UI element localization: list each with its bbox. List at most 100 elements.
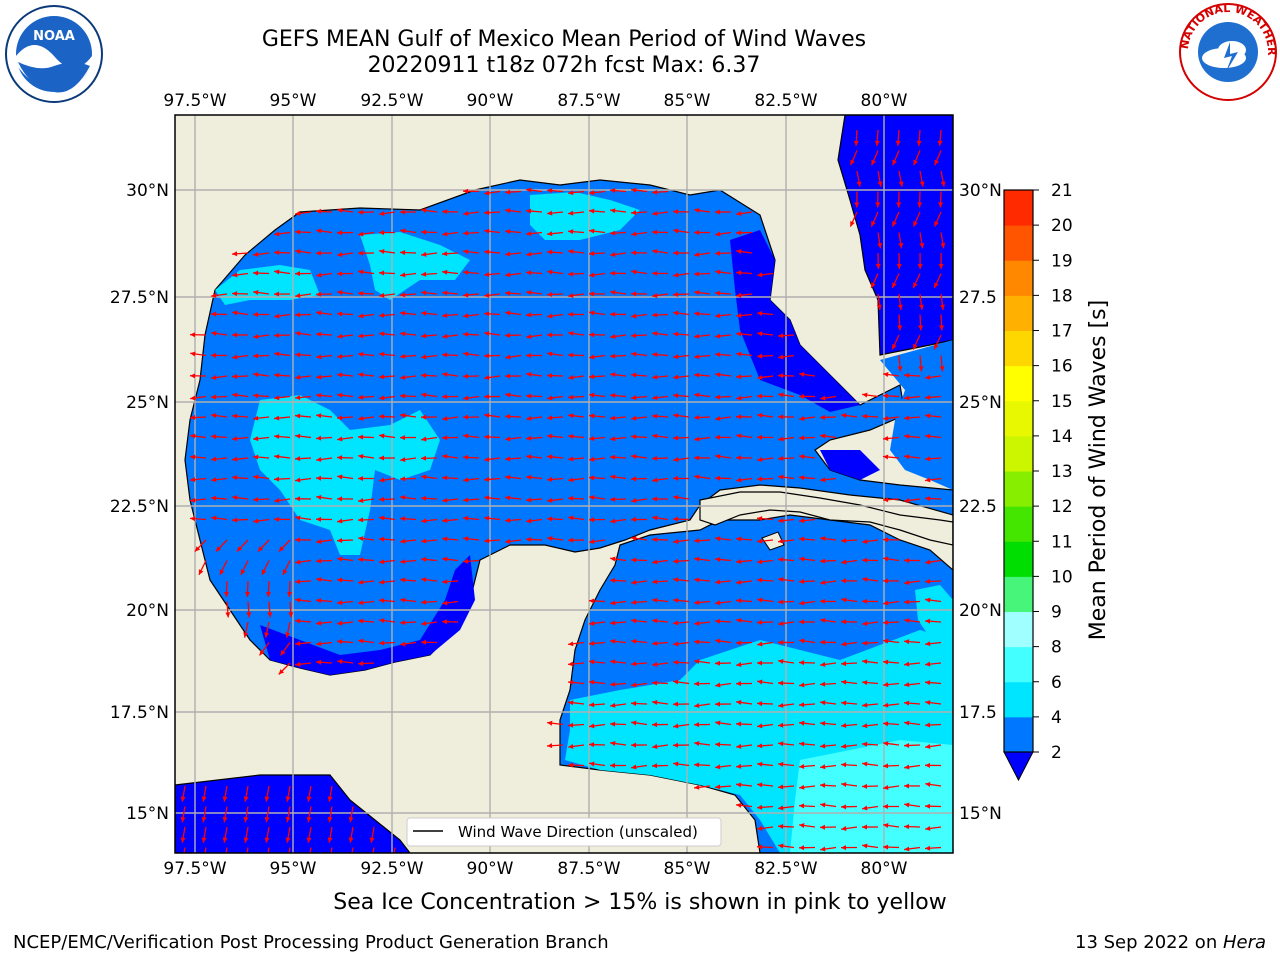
bahamas-water	[880, 340, 953, 490]
wave-direction-arrow	[211, 330, 228, 336]
wave-direction-arrow	[526, 208, 543, 214]
wave-direction-arrow	[224, 580, 230, 598]
wave-direction-arrow	[735, 270, 753, 276]
wave-direction-arrow	[463, 477, 480, 483]
wave-direction-arrow	[210, 352, 228, 358]
wave-direction-arrow	[672, 435, 690, 441]
wave-direction-arrow	[862, 392, 879, 398]
wave-direction-arrow	[259, 642, 270, 656]
wave-direction-arrow	[505, 392, 522, 398]
wave-direction-arrow	[924, 845, 942, 851]
wave-direction-arrow	[306, 785, 312, 802]
wave-direction-arrow	[924, 496, 942, 502]
wave-direction-arrow	[841, 723, 858, 729]
wave-direction-arrow	[327, 826, 333, 843]
wave-direction-arrow	[358, 454, 375, 459]
wave-direction-arrow	[484, 190, 501, 196]
wave-direction-arrow	[757, 374, 774, 380]
wave-direction-arrow	[693, 311, 711, 317]
wave-direction-arrow	[348, 826, 354, 843]
colorbar-segment	[1004, 190, 1033, 226]
lon-label-top: 82.5°W	[754, 91, 817, 111]
wave-direction-arrow	[652, 700, 669, 705]
wave-direction-arrow	[525, 536, 543, 542]
wave-direction-arrow	[715, 231, 732, 237]
wave-direction-arrow	[589, 272, 606, 278]
wave-direction-arrow	[777, 455, 795, 461]
wave-direction-arrow	[295, 210, 312, 216]
wave-direction-arrow	[568, 515, 585, 521]
wave-direction-arrow	[484, 413, 501, 418]
wave-direction-arrow	[896, 191, 902, 208]
wave-direction-arrow	[211, 375, 228, 380]
wave-direction-arrow	[937, 129, 943, 146]
wave-direction-arrow	[252, 353, 270, 359]
wave-direction-arrow	[631, 454, 648, 460]
wave-direction-arrow	[778, 621, 795, 626]
wave-direction-arrow	[651, 455, 669, 461]
colorbar-tick-label: 10	[1051, 567, 1073, 587]
wave-direction-arrow	[232, 456, 249, 462]
wave-direction-arrow	[282, 560, 291, 576]
wave-direction-arrow	[378, 496, 396, 502]
wave-direction-arrow	[735, 681, 753, 687]
wave-direction-arrow	[756, 660, 774, 666]
wave-direction-arrow	[715, 352, 732, 358]
wave-direction-arrow	[630, 291, 648, 297]
wave-direction-arrow	[505, 229, 522, 235]
wave-direction-arrow	[315, 250, 333, 256]
wave-direction-arrow	[442, 600, 459, 606]
wave-direction-arrow	[903, 639, 921, 645]
lat-label-left: 22.5°N	[110, 497, 169, 517]
wave-direction-arrow	[904, 433, 921, 439]
wave-direction-arrow	[736, 331, 753, 337]
wave-direction-arrow	[231, 291, 249, 297]
lon-label-bottom: 82.5°W	[754, 859, 817, 879]
wave-direction-arrow	[504, 414, 522, 420]
wave-direction-arrow	[819, 681, 837, 687]
wave-direction-arrow	[222, 806, 228, 823]
wave-direction-arrow	[441, 209, 459, 215]
wave-direction-arrow	[274, 351, 291, 357]
wave-direction-arrow	[399, 620, 417, 626]
wave-direction-arrow	[201, 806, 207, 823]
wave-direction-arrow	[315, 331, 333, 337]
wave-direction-arrow	[379, 249, 396, 254]
wave-direction-arrow	[327, 785, 333, 802]
wave-direction-arrow	[180, 785, 186, 802]
wave-direction-arrow	[337, 208, 354, 214]
wave-direction-arrow	[756, 476, 774, 482]
wave-direction-arrow	[210, 394, 228, 400]
wave-direction-arrow	[715, 579, 732, 585]
cyan-patch-louisiana	[360, 232, 470, 300]
wave-direction-arrow	[610, 393, 627, 399]
wave-direction-arrow	[231, 373, 249, 379]
wave-direction-arrow	[400, 597, 417, 603]
nws-logo: NATIONAL WEATHER SERVICE	[1178, 2, 1278, 101]
wave-direction-arrow	[546, 188, 564, 194]
wave-direction-arrow	[525, 270, 543, 276]
wave-direction-arrow	[841, 641, 858, 647]
wave-direction-arrow	[420, 495, 438, 501]
wave-direction-arrow	[231, 517, 249, 523]
wave-direction-arrow	[463, 497, 480, 503]
wave-direction-arrow	[891, 211, 900, 227]
wave-direction-arrow	[778, 474, 795, 480]
wave-direction-arrow	[672, 209, 690, 215]
wave-direction-arrow	[232, 436, 249, 442]
wave-direction-arrow	[777, 557, 795, 563]
lat-label-right: 30°N	[959, 181, 1002, 201]
wave-direction-arrow	[568, 190, 585, 196]
wave-direction-arrow	[441, 475, 459, 481]
wave-direction-arrow	[799, 784, 816, 790]
wave-direction-arrow	[400, 310, 417, 316]
wave-direction-arrow	[295, 413, 312, 419]
wave-direction-arrow	[896, 252, 902, 270]
wave-direction-arrow	[736, 782, 753, 788]
wave-direction-arrow	[777, 333, 795, 339]
wave-direction-arrow	[315, 435, 333, 441]
wave-direction-arrow	[652, 374, 669, 380]
wave-direction-arrow	[399, 209, 417, 215]
wave-direction-arrow	[904, 661, 921, 667]
wave-direction-arrow	[253, 436, 270, 442]
